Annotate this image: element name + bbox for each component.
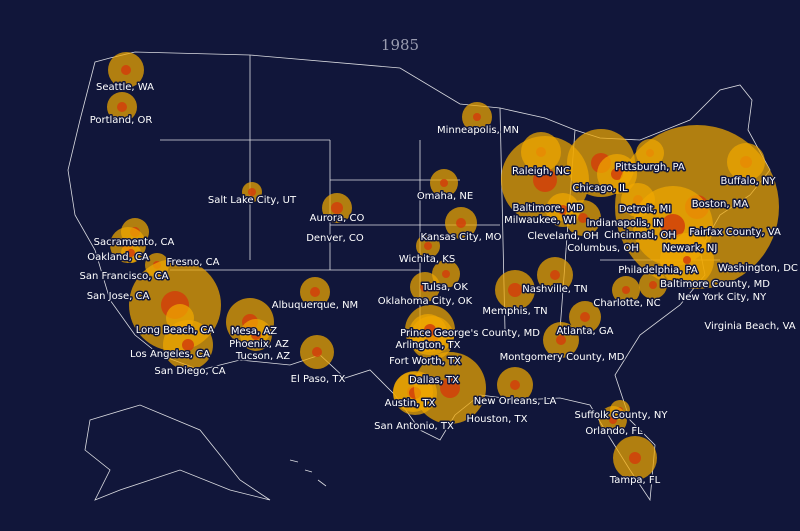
city-label: Detroit, MI [619,204,671,215]
city-label: Pittsburgh, PA [615,162,685,173]
city-label: Tampa, FL [609,475,661,486]
city-label: Tulsa, OK [421,282,468,293]
city-inner-dot-oklahoma-city-ok [420,282,430,292]
city-label: Washington, DC [718,263,798,274]
city-label: Virginia Beach, VA [704,321,795,332]
city-inner-dot-phoenix-az [251,330,261,340]
city-label: Newark, NJ [663,243,718,254]
city-inner-dot-minneapolis-mn [473,113,481,121]
city-label: Philadelphia, PA [618,265,698,276]
city-label: Wichita, KS [399,254,455,265]
city-label: Tucson, AZ [235,351,290,362]
city-label: New Orleans, LA [474,396,557,407]
city-inner-dot-new-orleans-la [510,380,520,390]
city-inner-dot-salt-lake-city-ut [248,188,256,196]
city-label: Cincinnati, OH [604,230,676,241]
city-label: Charlotte, NC [593,298,660,309]
city-label: Aurora, CO [310,213,365,224]
city-inner-dot-orlando-fl [609,416,617,424]
city-label: Fairfax County, VA [689,227,781,238]
city-inner-dot-montgomery-county-md [556,335,566,345]
city-label: Cleveland, OH [527,231,598,242]
city-inner-dot-kansas-city-mo [456,218,466,228]
city-label: Kansas City, MO [420,232,501,243]
city-inner-dot-virginia-beach-va [649,281,657,289]
city-label: San Jose, CA [87,291,150,302]
city-inner-dot-indianapolis-in [578,213,588,223]
city-label: Orlando, FL [585,426,643,437]
city-label: Nashville, TN [522,284,588,295]
city-inner-dot-atlanta-ga [580,312,590,322]
city-label: Baltimore, MD [512,203,583,214]
city-label: Montgomery County, MD [500,352,625,363]
city-inner-dot-cleveland-oh [558,205,568,215]
city-label: Prince George's County, MD [400,328,540,339]
city-inner-dot-nashville-tn [550,270,560,280]
city-label: Mesa, AZ [231,326,277,337]
state-outlines [67,51,771,502]
city-label: Houston, TX [467,414,528,425]
city-label: Atlanta, GA [557,326,614,337]
city-label: El Paso, TX [291,374,346,385]
city-label: Arlington, TX [396,340,461,351]
city-label: Seattle, WA [96,82,154,93]
city-inner-dot-omaha-ne [440,179,448,187]
city-inner-dot-houston-tx [440,378,460,398]
city-label: Columbus, OH [567,243,639,254]
city-label: San Diego, CA [154,366,225,377]
city-inner-dot-memphis-tn [508,283,522,297]
city-label: Fort Worth, TX [389,356,461,367]
city-inner-dot-portland-or [117,102,127,112]
city-inner-dot-wichita-ks [424,242,432,250]
city-label: Phoenix, AZ [229,339,289,350]
city-inner-dot-aurora-co [331,202,343,214]
city-inner-dot-charlotte-nc [622,286,630,294]
city-label: Chicago, IL [572,183,627,194]
city-label: Milwaukee, WI [504,215,576,226]
city-label: Fresno, CA [167,257,220,268]
city-label: Oklahoma City, OK [378,296,473,307]
alaska-outline [84,404,271,501]
city-inner-dot-baltimore-county-md [683,256,691,264]
city-label: Sacramento, CA [94,237,175,248]
city-label: San Antonio, TX [374,421,454,432]
city-label: Omaha, NE [417,191,473,202]
city-label: San Francisco, CA [80,271,169,282]
city-label: Boston, MA [692,199,749,210]
city-label: Raleigh, NC [512,166,570,177]
city-inner-dot-seattle-wa [121,65,131,75]
city-label: Oakland, CA [87,252,149,263]
city-label: Baltimore County, MD [660,279,770,290]
city-inner-dot-newark-nj [661,214,685,238]
city-label: Portland, OR [90,115,153,126]
city-label: Dallas, TX [409,375,459,386]
city-label: Albuquerque, NM [272,300,358,311]
city-inner-dot-albuquerque-nm [310,287,320,297]
city-inner-dot-san-jose-ca [127,249,135,257]
city-label: Los Angeles, CA [130,349,210,360]
city-inner-dot-san-diego-ca [182,339,194,351]
city-label: Salt Lake City, UT [208,195,297,206]
city-label: Minneapolis, MN [437,125,519,136]
us-border [67,51,771,502]
city-label: New York City, NY [678,292,767,303]
year-title: 1985 [380,36,420,54]
city-inner-dot-dallas-tx [424,324,436,336]
city-label: Long Beach, CA [136,325,215,336]
city-label: Austin, TX [385,398,436,409]
city-inner-dot-el-paso-tx [312,347,322,357]
city-label: Denver, CO [306,233,364,244]
city-label: Memphis, TN [482,306,547,317]
city-label: Suffolk County, NY [574,410,668,421]
city-inner-dot-milwaukee-wi [533,168,557,192]
city-label: Indianapolis, IN [586,218,663,229]
city-inner-dot-tampa-fl [629,452,641,464]
city-label: Buffalo, NY [720,176,776,187]
hawaii-outline [289,459,327,487]
city-inner-dot-tulsa-ok [442,270,450,278]
city-inner-dot-detroit-mi [611,168,623,180]
